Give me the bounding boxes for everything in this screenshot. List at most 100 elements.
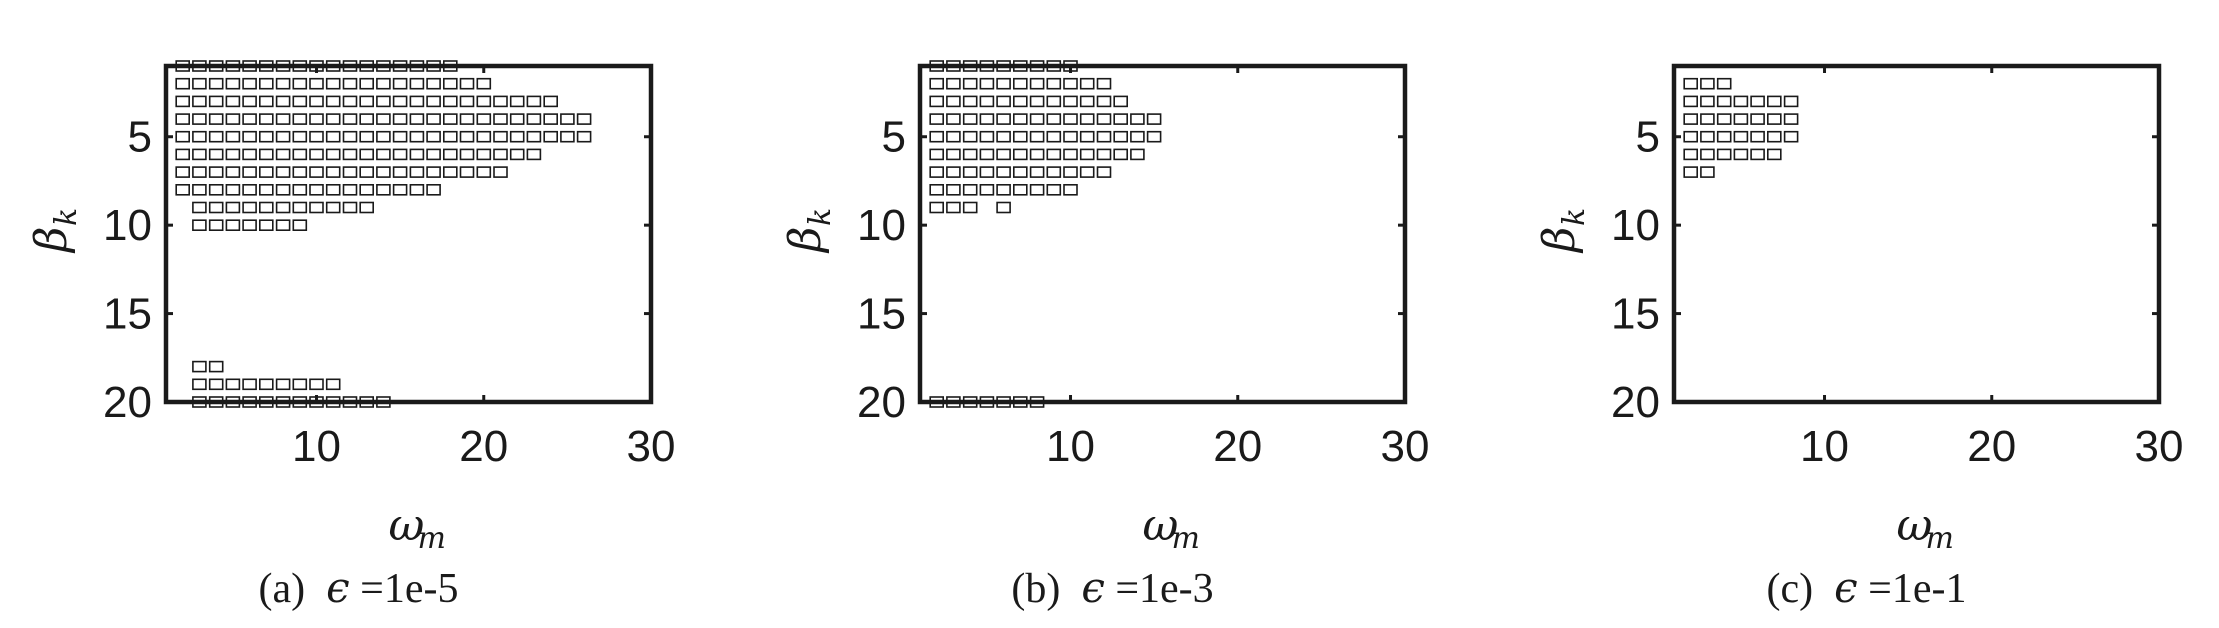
data-point (359, 166, 375, 178)
data-point (493, 130, 508, 143)
data-point (292, 148, 308, 161)
data-point (996, 130, 1011, 143)
data-point (962, 95, 978, 108)
data-point (996, 166, 1011, 178)
data-point (1700, 148, 1715, 161)
axes-box (917, 63, 1408, 405)
data-point (175, 77, 190, 90)
data-point (1767, 130, 1782, 143)
data-point (292, 95, 308, 108)
data-point (1012, 148, 1028, 161)
chart-panel-a: 10 20 30 5 10 15 20 ωm βk (a) ϵ =1e-5 (26, 60, 676, 612)
caption-value: =1e-1 (1858, 566, 1967, 612)
data-point (1767, 113, 1782, 125)
data-point (459, 113, 475, 125)
data-point (1750, 148, 1765, 161)
data-point (996, 95, 1011, 108)
data-point (1733, 148, 1749, 161)
data-point (476, 166, 492, 178)
y-tick-label: 20 (1611, 378, 1660, 427)
x-tick-label: 20 (1213, 422, 1262, 471)
data-point (946, 95, 961, 108)
data-point (325, 77, 341, 90)
data-point (275, 201, 291, 214)
data-point (225, 201, 241, 214)
data-point (979, 130, 995, 143)
data-point (325, 201, 341, 214)
data-point (258, 184, 274, 196)
data-point (208, 184, 224, 196)
data-point (946, 130, 961, 143)
data-point (442, 166, 458, 178)
data-point (359, 77, 375, 90)
data-point (946, 77, 961, 90)
data-point (1046, 113, 1062, 125)
caption: (b) ϵ =1e-3 (1011, 563, 1213, 612)
data-point (476, 148, 492, 161)
x-tick-label: 30 (627, 422, 676, 471)
chart-panel-c: 10 20 30 5 10 15 20 ωm βk (c) ϵ =1e-1 (1534, 63, 2183, 612)
data-point (1700, 95, 1715, 108)
data-point (996, 113, 1011, 125)
data-point (1029, 113, 1045, 125)
data-point (459, 148, 475, 161)
data-point (275, 219, 291, 231)
y-axis-label-group: βk (1534, 208, 1592, 254)
data-point (292, 184, 308, 196)
data-point (225, 378, 241, 391)
data-point (1063, 184, 1078, 196)
data-point (459, 77, 475, 90)
data-point (1096, 130, 1112, 143)
data-point (275, 184, 291, 196)
data-point (392, 113, 408, 125)
data-point (392, 130, 408, 143)
data-point (409, 148, 425, 161)
data-point (442, 113, 458, 125)
data-point (979, 113, 995, 125)
axes-box (1671, 63, 2162, 405)
data-point (309, 201, 324, 214)
data-point (1029, 148, 1045, 161)
data-point (1079, 148, 1095, 161)
data-point (929, 148, 945, 161)
data-point (929, 95, 945, 108)
data-point (929, 166, 945, 178)
data-point (208, 219, 224, 231)
data-point (1683, 77, 1698, 90)
x-axis-label-subscript: m (1172, 521, 1200, 556)
data-point (175, 130, 190, 143)
data-point (929, 113, 945, 125)
x-axis-label: ω (1897, 500, 1933, 551)
data-point (509, 113, 525, 125)
data-point (258, 201, 274, 214)
data-point (1146, 113, 1162, 125)
data-point (292, 113, 308, 125)
data-point (392, 95, 408, 108)
data-point (1012, 77, 1028, 90)
data-point (426, 148, 441, 161)
data-point (409, 77, 425, 90)
data-point (560, 130, 575, 143)
data-point (576, 130, 592, 143)
x-tick-label: 10 (1046, 422, 1095, 471)
data-point (392, 148, 408, 161)
data-point (929, 77, 945, 90)
data-point (359, 148, 375, 161)
data-point (1012, 166, 1028, 178)
data-point (1096, 77, 1112, 90)
data-point (175, 148, 190, 161)
data-point (409, 166, 425, 178)
data-point (1063, 130, 1078, 143)
data-point (1029, 130, 1045, 143)
y-axis-label-subscript: k (49, 208, 84, 226)
data-point (979, 77, 995, 90)
data-point (1096, 95, 1112, 108)
data-point (208, 148, 224, 161)
data-point (376, 148, 391, 161)
data-point (962, 77, 978, 90)
data-point (392, 184, 408, 196)
data-point (493, 148, 508, 161)
data-point (208, 95, 224, 108)
data-point (1683, 166, 1698, 178)
data-point (192, 148, 207, 161)
